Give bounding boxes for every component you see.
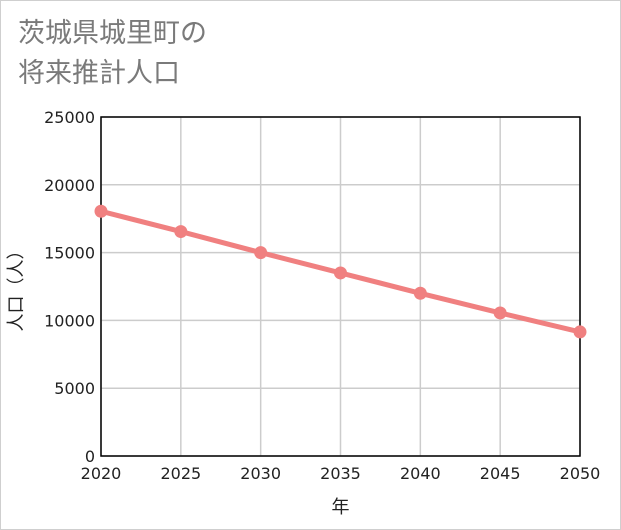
- chart-title-line-2: 将来推計人口: [18, 58, 180, 89]
- grid-lines: [100, 116, 581, 457]
- x-axis-ticks: 2020 2025 2030 2035 2040 2045 2050: [81, 464, 601, 483]
- data-point: [334, 266, 347, 280]
- y-tick-label: 10000: [44, 311, 95, 330]
- data-point: [254, 246, 268, 260]
- y-axis-label: 人口（人）: [6, 242, 27, 332]
- data-point: [573, 325, 587, 339]
- data-point: [94, 204, 108, 218]
- x-tick-label: 2030: [240, 464, 281, 483]
- data-point: [493, 306, 507, 320]
- x-tick-label: 2020: [81, 464, 122, 483]
- series-layer: [94, 204, 587, 339]
- x-tick-label: 2040: [400, 464, 441, 483]
- chart-title-line-1: 茨城県城里町の: [18, 18, 207, 49]
- y-tick-label: 20000: [44, 176, 95, 195]
- x-tick-label: 2045: [480, 464, 521, 483]
- x-tick-label: 2025: [160, 464, 201, 483]
- x-tick-label: 2050: [560, 464, 601, 483]
- y-axis-ticks: 0 5000 10000 15000 20000 25000: [44, 108, 95, 466]
- y-tick-label: 25000: [44, 108, 95, 127]
- x-tick-label: 2035: [320, 464, 361, 483]
- y-tick-label: 15000: [44, 244, 95, 263]
- y-tick-label: 0: [85, 447, 95, 466]
- data-point: [413, 286, 427, 300]
- data-point: [174, 225, 188, 239]
- x-axis-label: 年: [332, 497, 350, 518]
- chart-title: 茨城県城里町の 将来推計人口: [18, 14, 207, 94]
- y-tick-label: 5000: [54, 379, 95, 398]
- plot-area-border: [100, 116, 581, 457]
